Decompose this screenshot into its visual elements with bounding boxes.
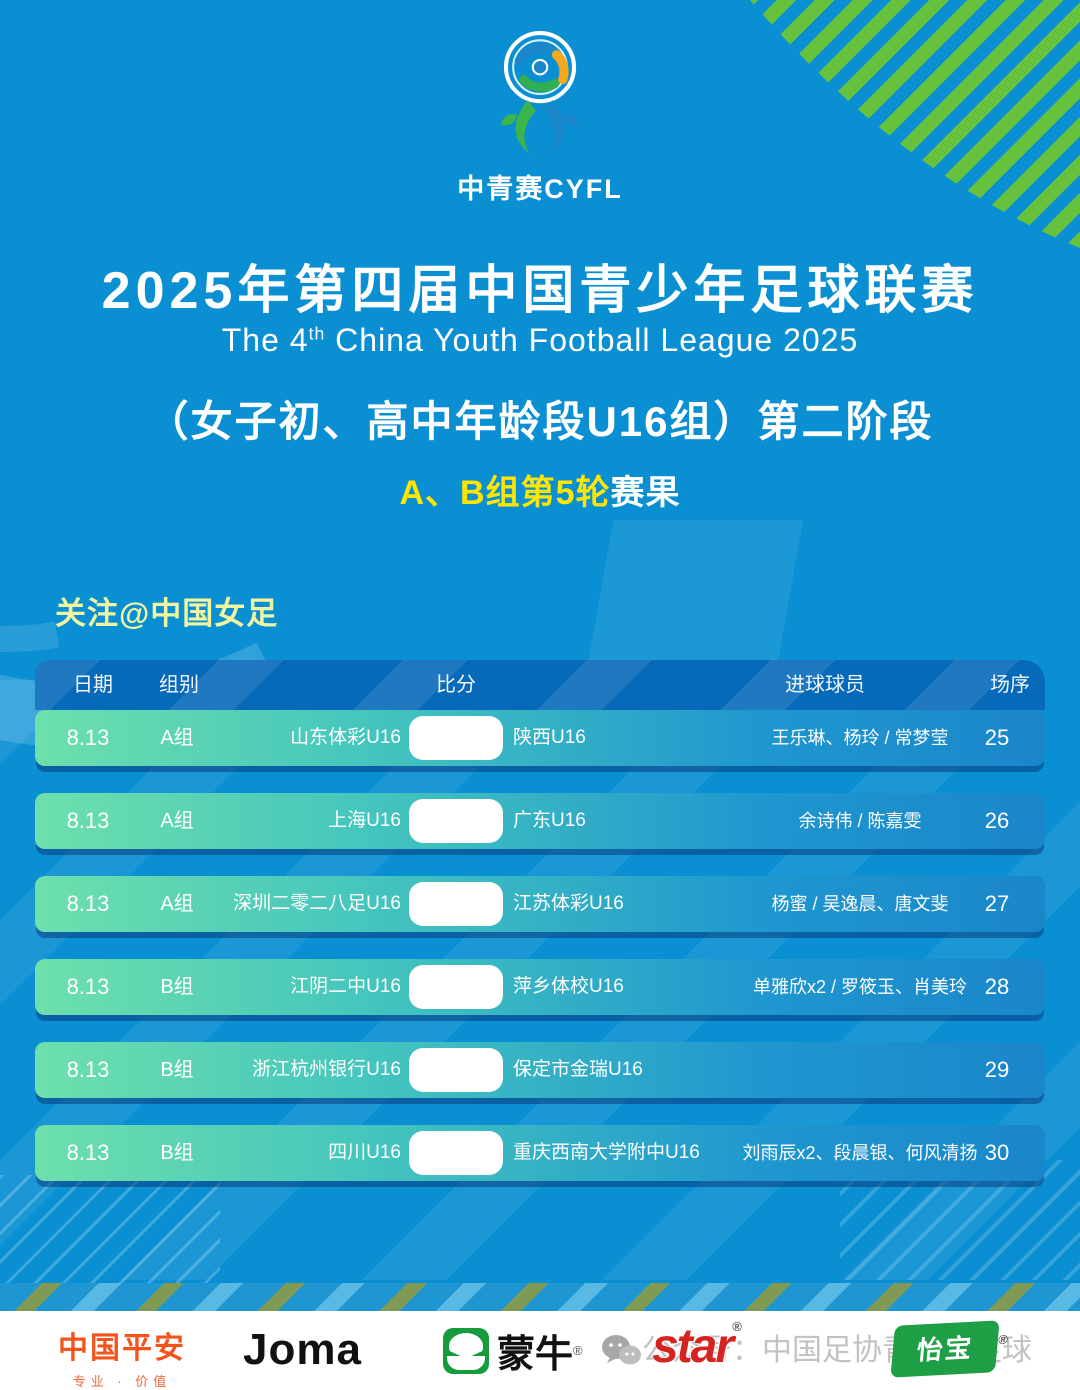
stage-subtitle: （女子初、高中年龄段U16组）第二阶段 [146, 398, 934, 445]
cestbon-wordmark: 怡宝 [915, 1332, 975, 1366]
home-team: 浙江杭州银行U16 [252, 1059, 401, 1080]
match-group: A组 [160, 810, 194, 832]
goal-scorers: 王乐琳、杨玲 / 常梦莹 [771, 728, 949, 748]
pinstripes-decoration [0, 1175, 220, 1285]
match-group: A组 [160, 727, 194, 749]
cyfl-emblem: 中青赛CYFL [0, 30, 1080, 206]
star-wordmark: star [652, 1320, 734, 1373]
page-title-english: The 4th China Youth Football League 2025 [0, 322, 1080, 359]
match-number: 28 [984, 974, 1010, 999]
column-header-match-no: 场序 [990, 674, 1030, 696]
page-title: 2025年第四届中国青少年足球联赛 [101, 262, 979, 320]
cestbon-logo: 怡宝 ® [890, 1320, 1011, 1378]
match-number: 25 [984, 725, 1010, 750]
goal-scorers: 刘雨辰x2、段晨银、何风清扬 [742, 1143, 978, 1163]
column-header-score: 比分 [436, 674, 476, 696]
match-number: 27 [984, 891, 1010, 916]
footer-stripe-band [0, 1283, 1080, 1311]
match-group: A组 [160, 893, 194, 915]
match-group: B组 [160, 1059, 194, 1081]
score-badge: 1-2 [409, 882, 503, 926]
match-date: 8.13 [66, 1140, 110, 1165]
emblem-wordmark: 中青赛CYFL [457, 174, 623, 204]
star-logo: star® [652, 1319, 742, 1374]
score-badge: 1-1 [409, 799, 503, 843]
table-header: 日期 组别 比分 进球球员 场序 [35, 660, 1045, 710]
score-badge: 4-0 [409, 1131, 503, 1175]
home-team: 江阴二中U16 [290, 976, 401, 997]
pingan-logo: 中国平安 专业 · 价值 [58, 1323, 186, 1390]
wechat-icon [600, 1333, 642, 1374]
home-team: 深圳二零二八足U16 [233, 893, 401, 914]
match-date: 8.13 [66, 725, 110, 750]
round-suffix: 赛果 [610, 474, 681, 512]
match-date: 8.13 [66, 808, 110, 833]
score-badge: 2-1 [409, 716, 503, 760]
away-team: 萍乡体校U16 [513, 976, 624, 997]
registered-mark: ® [573, 1343, 583, 1358]
match-number: 26 [984, 808, 1010, 833]
match-group: B组 [160, 976, 194, 998]
mengniu-logo: 蒙牛 ® [443, 1323, 583, 1378]
away-team: 广东U16 [513, 810, 586, 831]
home-team: 四川U16 [328, 1142, 401, 1163]
away-team: 重庆西南大学附中U16 [513, 1142, 700, 1163]
score-badge: 2-2 [409, 965, 503, 1009]
table-row: 8.13 B组 江阴二中U16 2-2 萍乡体校U16 单雅欣x2 / 罗筱玉、… [35, 959, 1045, 1015]
goal-scorers: 杨蜜 / 吴逸晨、唐文斐 [771, 894, 949, 914]
home-team: 山东体彩U16 [290, 727, 401, 748]
follow-label: 关注@中国女足 [55, 596, 279, 631]
away-team: 陕西U16 [513, 727, 586, 748]
table-row: 8.13 A组 上海U16 1-1 广东U16 余诗伟 / 陈嘉雯 26 [35, 793, 1045, 849]
pingan-wordmark: 中国平安 [58, 1332, 186, 1365]
cyfl-trophy-icon [500, 31, 580, 154]
away-team: 保定市金瑞U16 [513, 1059, 643, 1080]
match-date: 8.13 [66, 1057, 110, 1082]
column-header-scorers: 进球球员 [785, 674, 865, 696]
registered-mark: ® [732, 1319, 741, 1334]
title-en-sup: th [308, 323, 326, 344]
pingan-tagline: 专业 · 价值 [72, 1374, 172, 1389]
score-badge: 0-0 [409, 1048, 503, 1092]
match-date: 8.13 [66, 974, 110, 999]
goal-scorers: 单雅欣x2 / 罗筱玉、肖美玲 [752, 977, 967, 997]
table-row: 8.13 B组 四川U16 4-0 重庆西南大学附中U16 刘雨辰x2、段晨银、… [35, 1125, 1045, 1181]
table-row: 8.13 B组 浙江杭州银行U16 0-0 保定市金瑞U16 29 [35, 1042, 1045, 1098]
results-table: 8.13 A组 山东体彩U16 2-1 陕西U16 王乐琳、杨玲 / 常梦莹 2… [35, 710, 1045, 1208]
title-en-prefix: The 4 [221, 322, 309, 358]
round-subtitle: A、B组第5轮赛果 [0, 465, 1080, 514]
column-header-group: 组别 [159, 674, 199, 696]
title-en-suffix: China Youth Football League 2025 [325, 322, 859, 358]
match-number: 30 [984, 1140, 1010, 1165]
joma-logo: Joma [243, 1325, 362, 1374]
match-number: 29 [984, 1057, 1010, 1082]
match-group: B组 [160, 1142, 194, 1164]
sponsor-footer: 公众号：中国足协青少年足球 中国平安 专业 · 价值 Joma 蒙牛 ® sta… [0, 1311, 1080, 1390]
goal-scorers: 余诗伟 / 陈嘉雯 [798, 811, 922, 831]
mengniu-icon [443, 1327, 489, 1374]
round-highlight: A、B组第5轮 [399, 474, 611, 512]
home-team: 上海U16 [328, 810, 401, 831]
match-date: 8.13 [66, 891, 110, 916]
column-header-date: 日期 [73, 674, 113, 696]
away-team: 江苏体彩U16 [513, 893, 624, 914]
table-row: 8.13 A组 山东体彩U16 2-1 陕西U16 王乐琳、杨玲 / 常梦莹 2… [35, 710, 1045, 766]
table-row: 8.13 A组 深圳二零二八足U16 1-2 江苏体彩U16 杨蜜 / 吴逸晨、… [35, 876, 1045, 932]
mengniu-wordmark: 蒙牛 [497, 1334, 574, 1376]
